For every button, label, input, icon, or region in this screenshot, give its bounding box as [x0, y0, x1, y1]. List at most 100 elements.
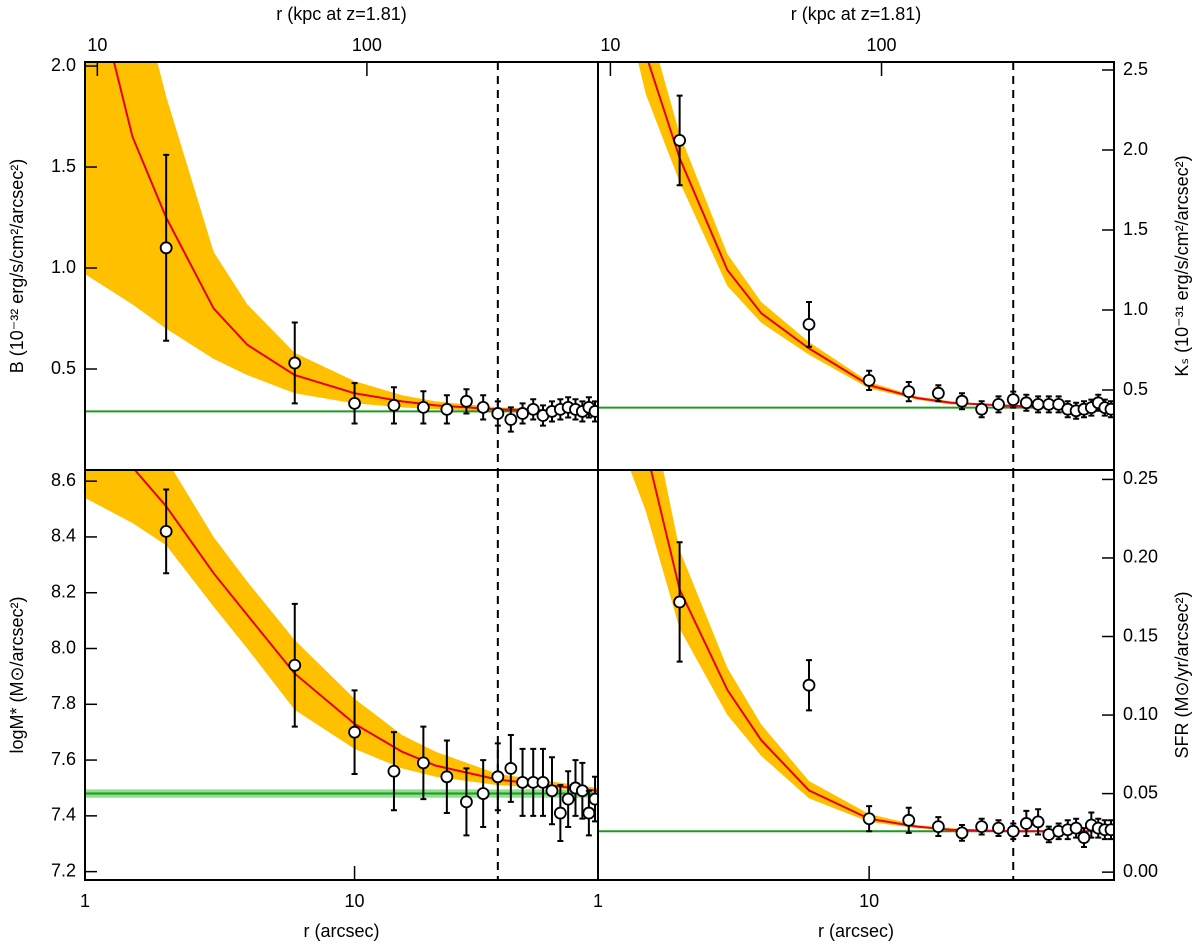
- data-point: [545, 784, 559, 798]
- x-tick-label: 10: [345, 891, 365, 911]
- data-point: [931, 820, 945, 833]
- y-axis-label: logM* (M⊙/arcsec²): [7, 596, 27, 753]
- y-tick-label: 7.8: [51, 693, 76, 713]
- data-point: [1031, 397, 1045, 411]
- data-point: [1031, 815, 1045, 829]
- data-point: [1077, 831, 1091, 844]
- data-point: [387, 764, 401, 778]
- y-tick-label: 7.4: [51, 805, 76, 825]
- data-point: [460, 394, 473, 408]
- data-point: [588, 405, 598, 418]
- data-point: [975, 820, 989, 833]
- data-point: [1104, 823, 1114, 837]
- x2-axis-label: r (kpc at z=1.81): [276, 4, 407, 24]
- data-point: [1104, 402, 1114, 416]
- y-axis-label: B (10⁻³² erg/s/cm²/arcsec²): [7, 159, 27, 374]
- data-point: [348, 725, 361, 739]
- data-point: [416, 756, 430, 770]
- data-point: [159, 241, 173, 255]
- y-tick-label: 0.5: [51, 358, 76, 378]
- y-tick-label: 0.05: [1123, 782, 1158, 802]
- data-point: [476, 400, 490, 414]
- y-tick-label: 1.5: [51, 156, 76, 176]
- y-tick-label: 2.0: [51, 55, 76, 75]
- data-point: [862, 812, 876, 826]
- panel-plot: [598, 470, 1114, 880]
- data-point: [536, 775, 550, 789]
- y-tick-label: 0.00: [1123, 861, 1158, 881]
- data-point: [1006, 824, 1020, 838]
- y-tick-label: 8.0: [51, 637, 76, 657]
- data-point: [504, 762, 518, 775]
- x-axis-label: r (arcsec): [818, 921, 894, 941]
- x-axis-label: r (arcsec): [304, 921, 380, 941]
- y-tick-label: 0.15: [1123, 625, 1158, 645]
- panel-plot: [598, 62, 1114, 470]
- data-point: [673, 133, 687, 147]
- data-point: [387, 398, 401, 412]
- data-point: [561, 792, 575, 806]
- x2-tick-label: 100: [352, 35, 382, 55]
- model-band: [85, 62, 598, 412]
- data-point: [802, 317, 816, 331]
- model-band: [630, 470, 1114, 832]
- x2-tick-label: 10: [87, 35, 107, 55]
- data-point: [582, 806, 596, 820]
- y-tick-label: 2.5: [1123, 59, 1148, 79]
- x-tick-label: 1: [593, 891, 603, 911]
- data-point: [902, 813, 916, 827]
- data-point: [975, 402, 989, 416]
- model-line: [649, 470, 1114, 833]
- data-point: [553, 806, 567, 820]
- y-tick-label: 7.2: [51, 860, 76, 880]
- y-tick-label: 8.4: [51, 526, 76, 546]
- data-point: [440, 770, 454, 784]
- data-point: [992, 397, 1005, 411]
- y-tick-label: 7.6: [51, 749, 76, 769]
- y-tick-label: 8.2: [51, 581, 76, 601]
- y-tick-label: 0.10: [1123, 704, 1158, 724]
- data-point: [288, 356, 302, 370]
- data-point: [288, 658, 302, 672]
- data-point: [955, 826, 969, 840]
- data-point: [159, 524, 173, 538]
- data-point: [504, 413, 518, 426]
- y-tick-label: 0.25: [1123, 468, 1158, 488]
- model-line: [647, 62, 1114, 409]
- y-tick-label: 8.6: [51, 470, 76, 490]
- data-point: [673, 595, 687, 609]
- y-tick-label: 1.0: [51, 257, 76, 277]
- panel-plot: [85, 62, 598, 470]
- data-point: [862, 373, 876, 387]
- y-tick-label: 1.5: [1123, 219, 1148, 239]
- data-point: [1069, 821, 1083, 835]
- data-point: [348, 396, 361, 410]
- data-point: [802, 678, 816, 692]
- y-tick-label: 2.0: [1123, 139, 1148, 159]
- x2-axis-label: r (kpc at z=1.81): [791, 4, 922, 24]
- data-point: [491, 407, 505, 420]
- y-axis-label: SFR (M⊙/yr/arcsec²): [1172, 591, 1192, 758]
- data-point: [440, 403, 454, 416]
- data-point: [416, 400, 430, 414]
- data-point: [955, 394, 969, 408]
- data-point: [992, 821, 1005, 835]
- data-point: [588, 792, 598, 806]
- data-point: [526, 403, 540, 416]
- y-axis-label: Kₛ (10⁻³¹ erg/s/cm²/arcsec²): [1172, 155, 1192, 376]
- data-point: [460, 795, 473, 809]
- x-tick-label: 10: [859, 891, 879, 911]
- data-point: [491, 770, 505, 784]
- data-point: [476, 787, 490, 800]
- data-point: [516, 407, 529, 420]
- x2-tick-label: 10: [600, 35, 620, 55]
- data-point: [931, 386, 945, 400]
- panel-frame: [597, 469, 1115, 881]
- x-tick-label: 1: [80, 891, 90, 911]
- data-point: [902, 385, 916, 399]
- y-tick-label: 0.5: [1123, 379, 1148, 399]
- model-band: [85, 470, 598, 791]
- data-point: [1019, 396, 1033, 410]
